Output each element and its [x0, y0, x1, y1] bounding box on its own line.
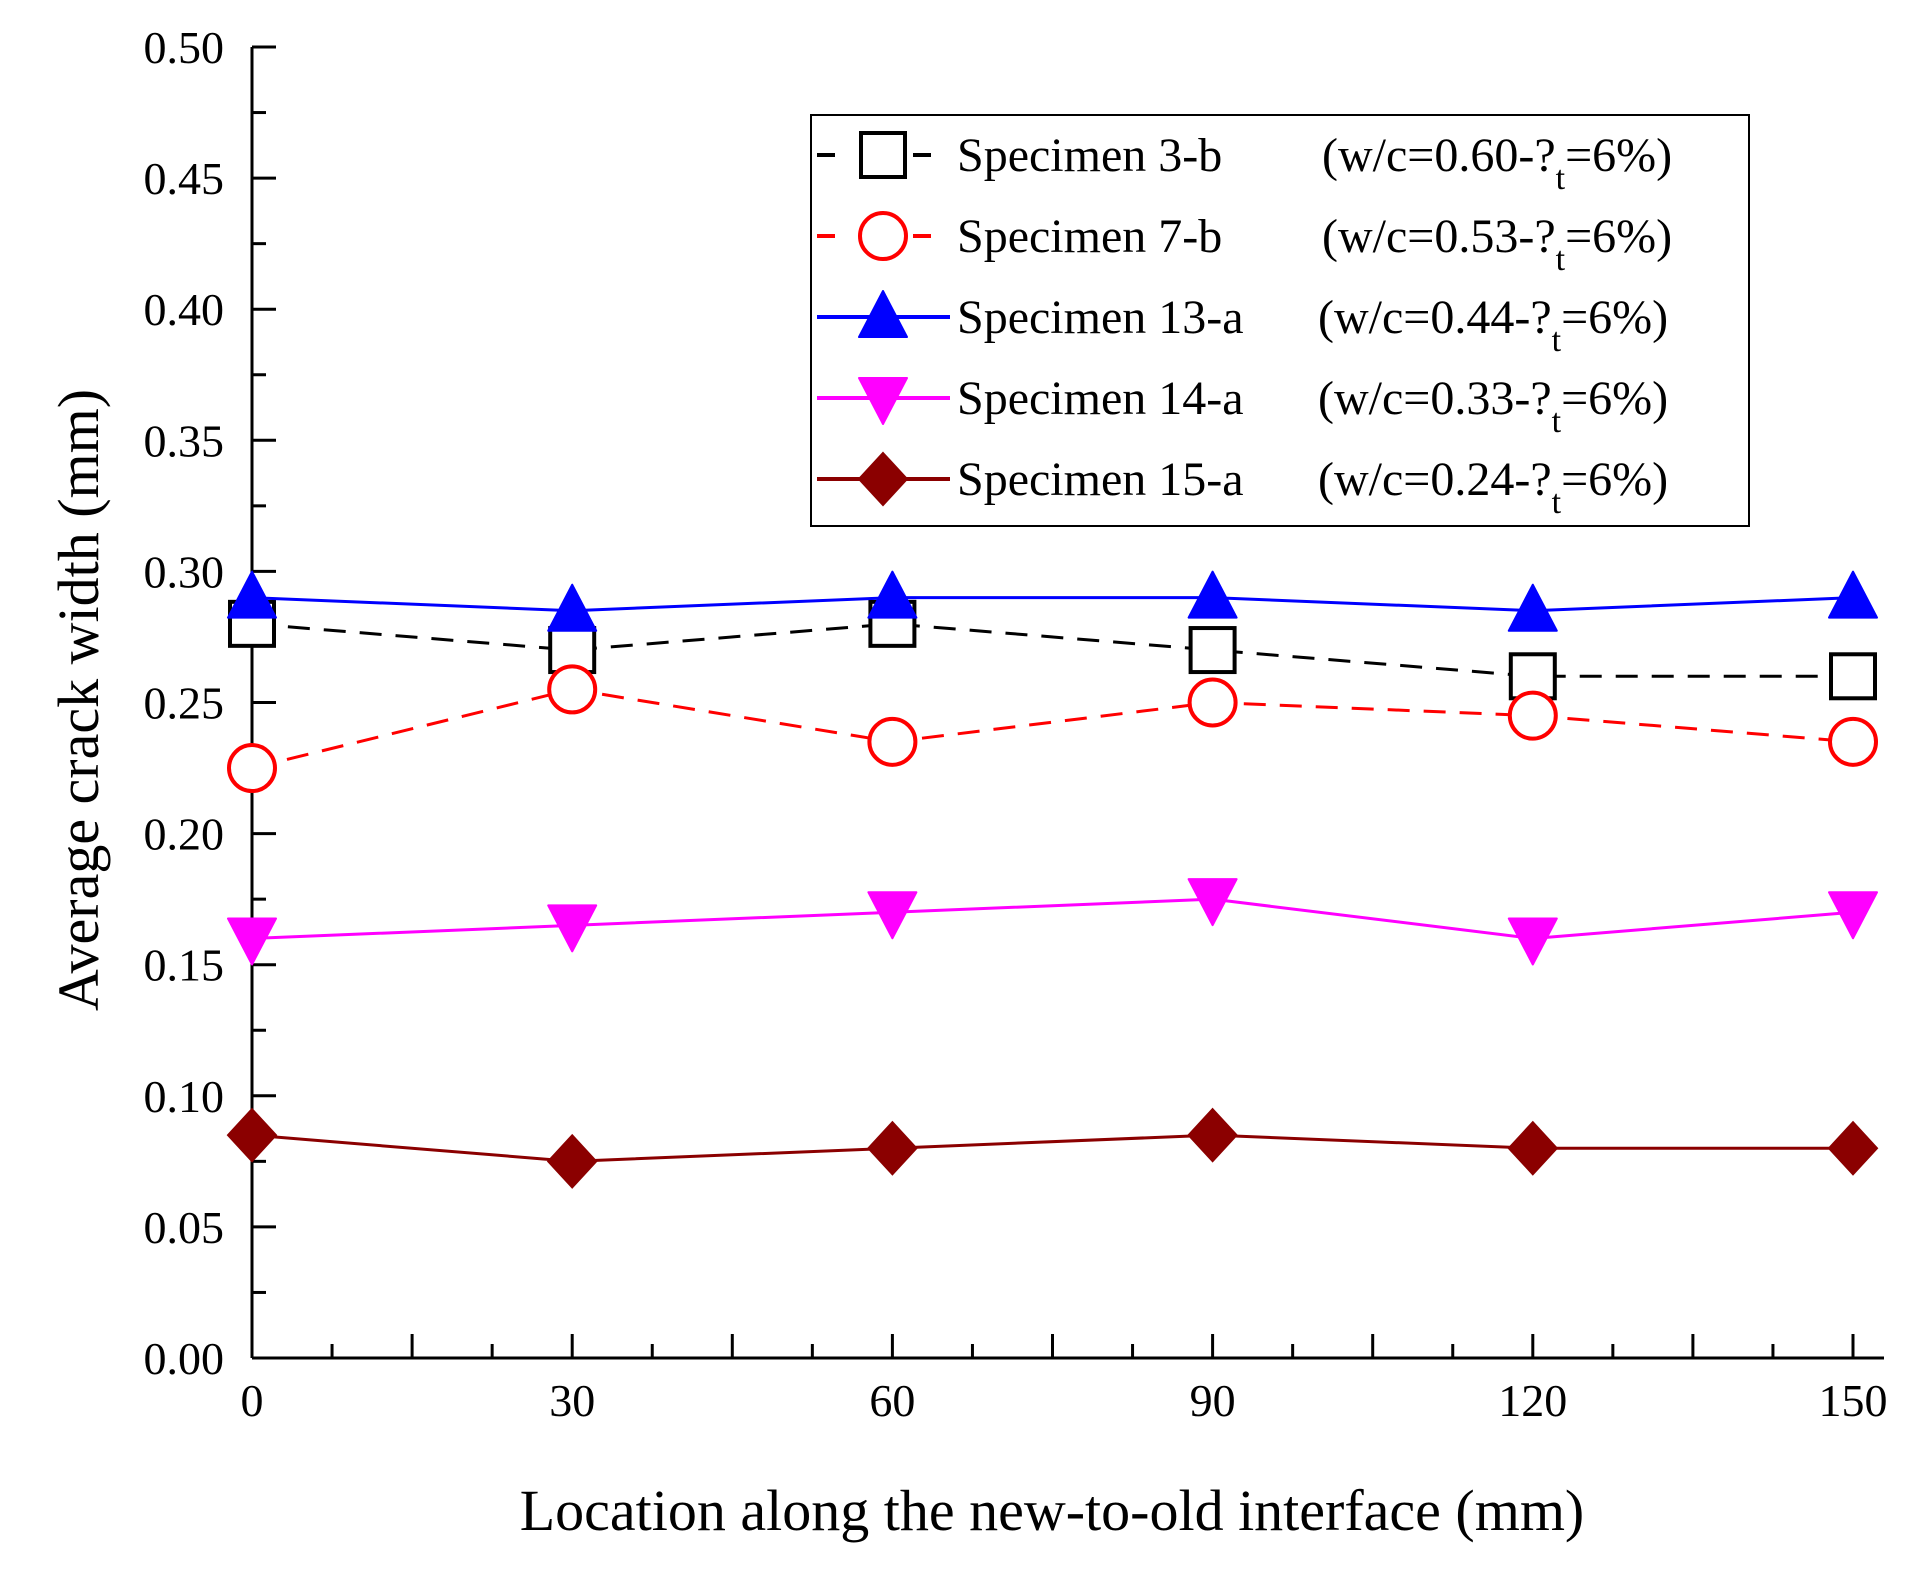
- data-point: [1187, 1107, 1238, 1163]
- legend-condition: (w/c=0.53-?t=6%): [1322, 210, 1672, 278]
- legend-condition-text: (w/c=0.24-?: [1318, 453, 1552, 506]
- series-specimen-3-b: [228, 599, 1877, 701]
- legend-condition-text: (w/c=0.33-?: [1318, 372, 1552, 425]
- y-axis-label: Average crack width (mm): [46, 389, 111, 1011]
- data-point: [1187, 570, 1238, 619]
- y-tick-label: 0.20: [144, 809, 225, 860]
- legend-label: Specimen 14-a: [957, 372, 1244, 425]
- legend-marker: [858, 377, 908, 425]
- data-point: [1829, 652, 1877, 701]
- legend-marker: [858, 211, 908, 261]
- data-point: [1828, 570, 1878, 619]
- legend-condition-text: =6%): [1561, 453, 1668, 506]
- y-tick-label: 0.50: [144, 22, 225, 73]
- legend-condition-text: =6%): [1561, 291, 1668, 344]
- y-tick-label: 0.00: [144, 1333, 225, 1384]
- legend-condition-subscript: t: [1552, 322, 1562, 359]
- legend-label: Specimen 7-b: [957, 210, 1222, 263]
- data-point: [546, 1133, 598, 1189]
- legend-condition: (w/c=0.60-?t=6%): [1322, 129, 1672, 197]
- y-tick-label: 0.45: [144, 153, 225, 204]
- data-point: [1507, 690, 1558, 741]
- legend-condition-subscript: t: [1552, 403, 1562, 440]
- axes: 0 30 60 90 120 150 0.00 0.05 0.10 0.15 0.20 0.25 0.3…: [144, 22, 1888, 1426]
- data-point: [867, 570, 918, 619]
- legend-condition-subscript: t: [1556, 160, 1566, 197]
- y-tick-label: 0.35: [144, 415, 225, 466]
- series-specimen-13-a: [227, 570, 1878, 632]
- data-point: [1507, 1120, 1559, 1176]
- legend-condition: (w/c=0.24-?t=6%): [1318, 453, 1668, 521]
- data-point: [547, 664, 598, 715]
- x-tick-label: 30: [549, 1375, 595, 1426]
- x-tick-label: 0: [241, 1375, 264, 1426]
- series-line: [251, 687, 1854, 770]
- legend: Specimen 3-b (w/c=0.60-?t=6%)Specimen 7-b…: [810, 114, 1750, 527]
- legend-condition-text: =6%): [1565, 210, 1672, 263]
- legend-label: Specimen 3-b: [957, 129, 1222, 182]
- series-group: [226, 570, 1879, 1189]
- legend-marker: [858, 290, 908, 338]
- legend-condition-subscript: t: [1552, 484, 1562, 521]
- y-tick-label: 0.10: [144, 1071, 225, 1122]
- legend-condition: (w/c=0.44-?t=6%): [1318, 291, 1668, 359]
- data-point: [227, 917, 277, 966]
- data-point: [1828, 891, 1878, 940]
- legend-condition-text: (w/c=0.44-?: [1318, 291, 1552, 344]
- data-point: [867, 716, 918, 767]
- data-point: [227, 743, 277, 794]
- data-point: [547, 904, 598, 953]
- legend-label: Specimen 15-a: [957, 453, 1244, 506]
- legend-condition-text: =6%): [1561, 372, 1668, 425]
- data-point: [1828, 716, 1878, 767]
- y-tick-label: 0.05: [144, 1202, 225, 1253]
- legend-condition-text: =6%): [1565, 129, 1672, 182]
- series-specimen-14-a: [227, 878, 1878, 966]
- data-point: [227, 570, 277, 619]
- data-point: [1187, 677, 1238, 728]
- y-tick-label: 0.30: [144, 546, 225, 597]
- data-point: [547, 583, 598, 632]
- legend-marker: [857, 451, 909, 507]
- legend-condition-text: (w/c=0.53-?: [1322, 210, 1556, 263]
- data-point: [1507, 583, 1558, 632]
- x-tick-label: 150: [1819, 1375, 1888, 1426]
- series-line: [251, 622, 1853, 678]
- data-point: [1507, 917, 1558, 966]
- y-tick-label: 0.15: [144, 940, 225, 991]
- legend-condition: (w/c=0.33-?t=6%): [1318, 372, 1668, 440]
- x-tick-label: 60: [869, 1375, 915, 1426]
- x-tick-label: 90: [1190, 1375, 1236, 1426]
- legend-box: [810, 114, 1750, 527]
- legend-label: Specimen 13-a: [957, 291, 1244, 344]
- legend-condition-text: (w/c=0.60-?: [1322, 129, 1556, 182]
- data-point: [1188, 626, 1237, 675]
- series-line: [251, 897, 1854, 940]
- series-line: [251, 596, 1854, 613]
- series-specimen-15-a: [226, 1107, 1879, 1189]
- legend-condition-subscript: t: [1556, 241, 1566, 278]
- series-line: [251, 1133, 1853, 1163]
- data-point: [1827, 1120, 1879, 1176]
- series-specimen-7-b: [227, 664, 1878, 794]
- data-point: [867, 891, 918, 940]
- data-point: [867, 1120, 918, 1176]
- y-tick-label: 0.25: [144, 678, 225, 729]
- x-axis-label: Location along the new-to-old interface …: [520, 1478, 1585, 1543]
- legend-marker: [859, 131, 907, 179]
- y-tick-label: 0.40: [144, 284, 225, 335]
- data-point: [1187, 878, 1238, 927]
- x-tick-label: 120: [1498, 1375, 1567, 1426]
- data-point: [226, 1107, 278, 1163]
